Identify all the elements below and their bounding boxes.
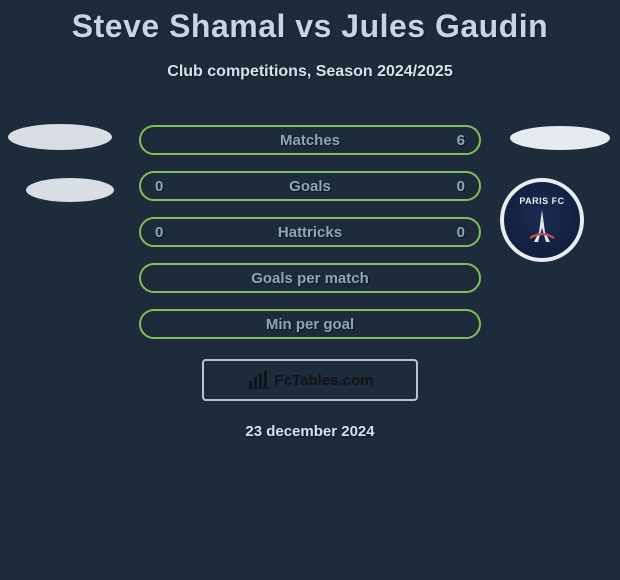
stat-row: 0 Goals 0 — [0, 171, 620, 201]
date-text: 23 december 2024 — [0, 423, 620, 440]
stat-right: 0 — [457, 178, 465, 195]
stat-left: 0 — [155, 178, 163, 195]
stat-label: Hattricks — [278, 224, 342, 241]
stat-pill-goals-per-match: Goals per match — [139, 263, 481, 293]
stat-row: Matches 6 — [0, 125, 620, 155]
stat-left: 0 — [155, 224, 163, 241]
stat-row: Goals per match — [0, 263, 620, 293]
branding-text: FcTables.com — [275, 372, 374, 389]
stat-pill-hattricks: 0 Hattricks 0 — [139, 217, 481, 247]
stat-row: Min per goal — [0, 309, 620, 339]
stat-pill-goals: 0 Goals 0 — [139, 171, 481, 201]
page-title: Steve Shamal vs Jules Gaudin — [0, 8, 620, 45]
stat-right: 0 — [457, 224, 465, 241]
stats-list: Matches 6 0 Goals 0 0 Hattricks 0 Goals … — [0, 125, 620, 339]
subtitle: Club competitions, Season 2024/2025 — [0, 63, 620, 81]
branding-box[interactable]: FcTables.com — [202, 359, 418, 401]
stat-pill-min-per-goal: Min per goal — [139, 309, 481, 339]
stat-label: Goals — [289, 178, 331, 195]
stat-row: 0 Hattricks 0 — [0, 217, 620, 247]
stat-label: Goals per match — [251, 270, 369, 287]
bar-chart-icon — [247, 371, 269, 389]
stat-label: Min per goal — [266, 316, 354, 333]
stat-pill-matches: Matches 6 — [139, 125, 481, 155]
stat-label: Matches — [280, 132, 340, 149]
stat-right: 6 — [457, 132, 465, 149]
